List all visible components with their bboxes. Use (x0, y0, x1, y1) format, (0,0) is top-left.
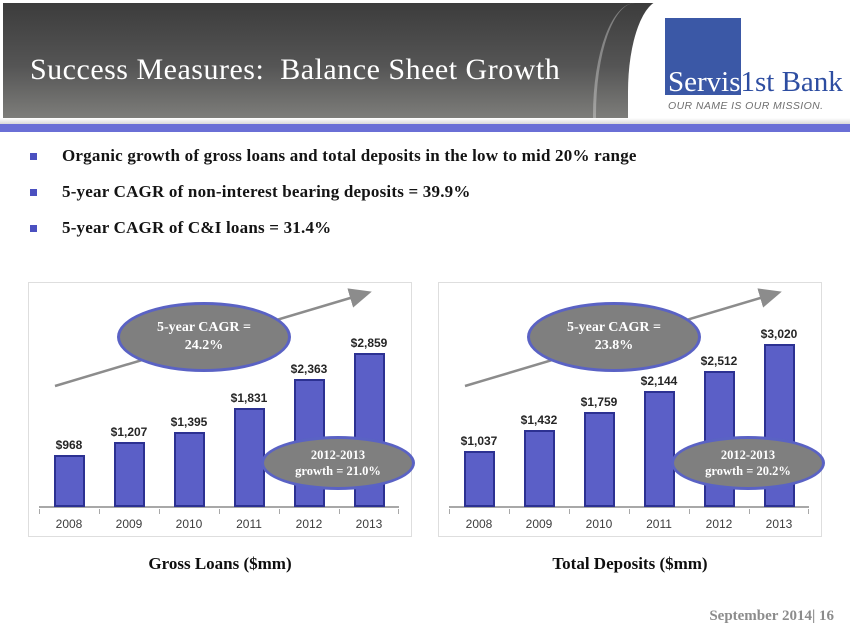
bar (583, 412, 615, 507)
year-label: 2011 (219, 509, 279, 531)
bar-column-2011: $2,144 (629, 374, 689, 507)
year-label: 2011 (629, 509, 689, 531)
bar-value-label: $968 (55, 438, 83, 452)
bar (233, 408, 265, 507)
bar-column-2009: $1,432 (509, 413, 569, 507)
chart-title: Total Deposits ($mm) (552, 554, 708, 573)
bar-value-label: $1,037 (460, 434, 498, 448)
bar-value-label: $2,363 (290, 362, 328, 376)
bullet-square-icon (30, 152, 37, 160)
bar (523, 430, 555, 507)
chart-total-deposits: $1,037 $1,432 $1,759 $2,144 $2,512 $3,020 200… (438, 282, 825, 574)
callout-line: 23.8% (594, 338, 634, 353)
year-label: 2009 (509, 509, 569, 531)
bar-column-2010: $1,759 (569, 395, 629, 507)
bar (53, 455, 85, 507)
callout-growth: 2012-2013 growth = 21.0% (261, 436, 415, 490)
year-label: 2010 (159, 509, 219, 531)
bullet-square-icon (30, 224, 37, 232)
year-label: 2013 (749, 509, 809, 531)
callout-line: 24.2% (184, 338, 224, 353)
plot-area: $968 $1,207 $1,395 $1,831 $2,363 $2,859 (39, 283, 399, 507)
bar-value-label: $2,859 (350, 336, 388, 350)
chart-gross-loans: $968 $1,207 $1,395 $1,831 $2,363 $2,859 2008 2… (28, 282, 415, 574)
bullet-item: Organic growth of gross loans and total … (30, 146, 810, 166)
logo-tagline: OUR NAME IS OUR MISSION. (668, 100, 824, 112)
bar-value-label: $1,395 (170, 415, 208, 429)
bar-column-2011: $1,831 (219, 391, 279, 507)
bar-value-label: $1,831 (230, 391, 268, 405)
bar-column-2008: $968 (39, 438, 99, 507)
bullet-text: 5-year CAGR of non-interest bearing depo… (62, 182, 471, 201)
bullet-text: 5-year CAGR of C&I loans = 31.4% (62, 218, 332, 237)
slide-header: Success Measures: Balance Sheet Growth S… (3, 0, 850, 123)
chart-title: Gross Loans ($mm) (148, 554, 292, 573)
x-axis (39, 506, 399, 508)
chart-area: $968 $1,207 $1,395 $1,831 $2,363 $2,859 2008 2… (28, 282, 415, 537)
bar-value-label: $2,144 (640, 374, 678, 388)
logo-wordmark: Servis1st Bank (668, 68, 843, 97)
callout-line: 2012-2013 (720, 447, 776, 462)
bullet-list: Organic growth of gross loans and total … (30, 146, 810, 254)
bullet-item: 5-year CAGR of non-interest bearing depo… (30, 182, 810, 202)
callout-growth: 2012-2013 growth = 20.2% (671, 436, 825, 490)
callout-line: 5-year CAGR = (566, 319, 662, 335)
callout-line: growth = 21.0% (295, 464, 381, 478)
callout-cagr: 5-year CAGR = 23.8% (527, 302, 701, 372)
logo-text-1st-bank: 1st Bank (740, 66, 843, 98)
bar-value-label: $3,020 (760, 327, 798, 341)
x-axis-labels: 2008 2009 2010 2011 2012 2013 (39, 509, 399, 531)
x-axis-labels: 2008 2009 2010 2011 2012 2013 (449, 509, 809, 531)
bullet-square-icon (30, 188, 37, 196)
year-label: 2009 (99, 509, 159, 531)
bar-column-2008: $1,037 (449, 434, 509, 507)
year-label: 2008 (39, 509, 99, 531)
logo-square-icon (665, 18, 741, 95)
slide-footer: September 2014| 16 (709, 608, 834, 624)
callout-line: 2012-2013 (310, 447, 366, 462)
bar (173, 432, 205, 507)
year-label: 2012 (689, 509, 749, 531)
year-label: 2013 (339, 509, 399, 531)
logo-text-servis: Servis (668, 66, 741, 98)
x-axis (449, 506, 809, 508)
bar (113, 442, 145, 507)
bar-value-label: $1,432 (520, 413, 558, 427)
callout-cagr: 5-year CAGR = 24.2% (117, 302, 291, 372)
callout-line: 5-year CAGR = (156, 319, 252, 335)
page-title: Success Measures: Balance Sheet Growth (30, 53, 561, 86)
year-label: 2012 (279, 509, 339, 531)
callout-line: growth = 20.2% (705, 464, 791, 478)
bar-value-label: $2,512 (700, 354, 738, 368)
logo: Servis1st Bank OUR NAME IS OUR MISSION. (628, 0, 850, 123)
header-separator-light (0, 118, 850, 124)
bar-column-2009: $1,207 (99, 425, 159, 507)
bar-value-label: $1,207 (110, 425, 148, 439)
bullet-item: 5-year CAGR of C&I loans = 31.4% (30, 218, 810, 238)
bar-column-2010: $1,395 (159, 415, 219, 507)
header-separator-blue (0, 124, 850, 132)
chart-area: $1,037 $1,432 $1,759 $2,144 $2,512 $3,020 200… (438, 282, 825, 537)
bar-value-label: $1,759 (580, 395, 618, 409)
year-label: 2010 (569, 509, 629, 531)
bar (643, 391, 675, 507)
bullet-text: Organic growth of gross loans and total … (62, 146, 637, 165)
year-label: 2008 (449, 509, 509, 531)
bar (463, 451, 495, 507)
